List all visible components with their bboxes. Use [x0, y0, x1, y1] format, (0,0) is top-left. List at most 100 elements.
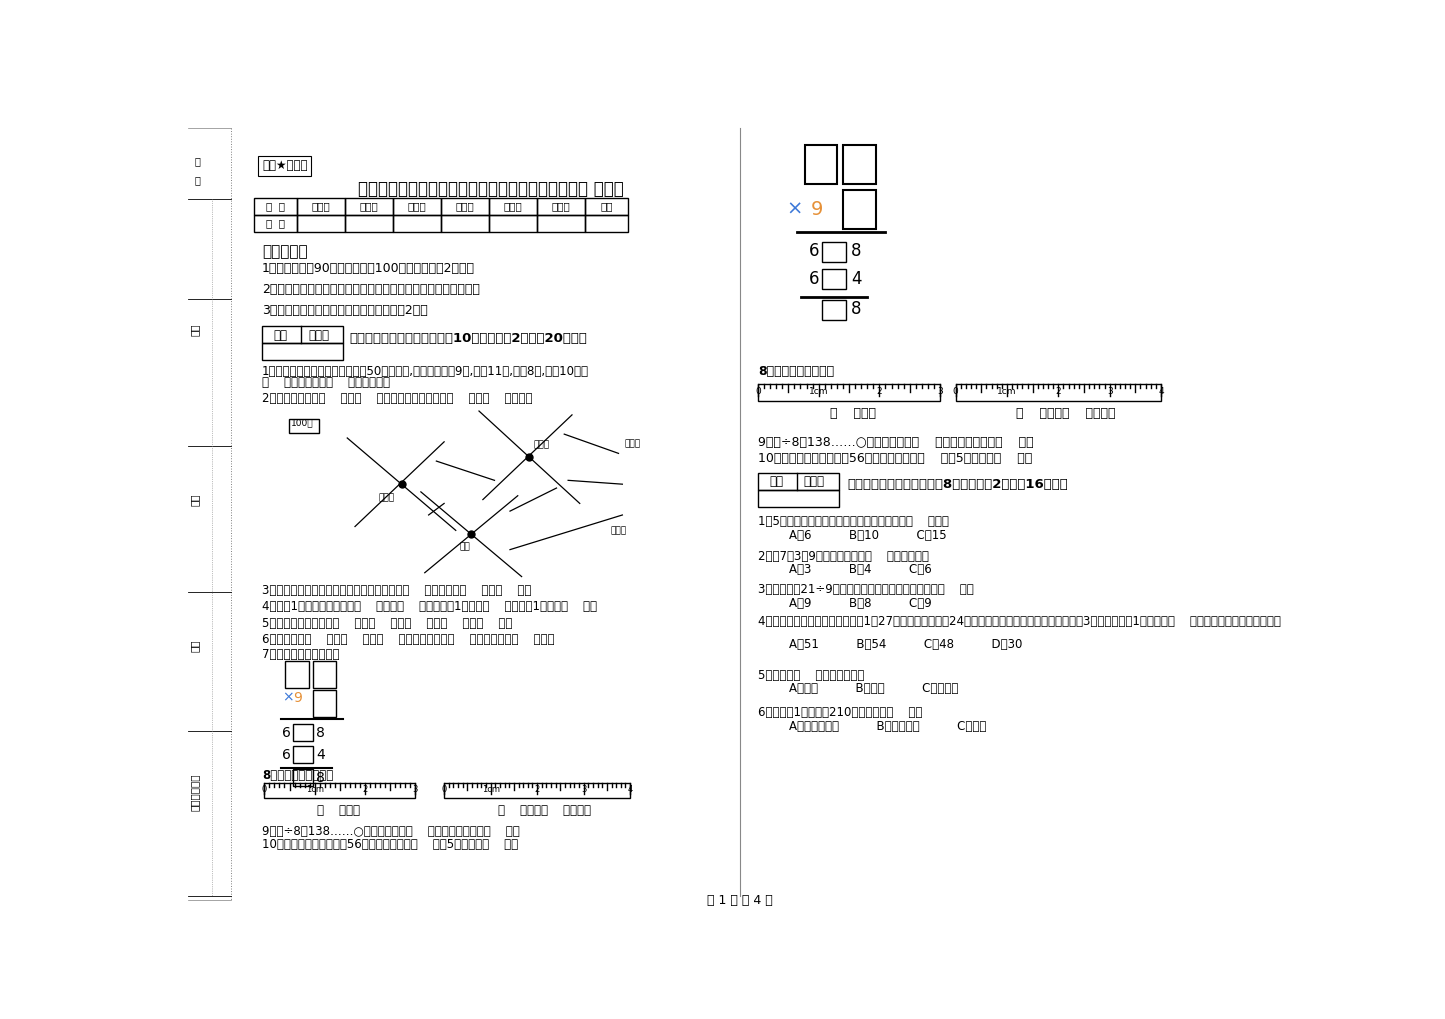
Text: 6: 6 — [282, 726, 290, 740]
Text: 3、在进位加法中，不管哪一位上的数相加满（    ），都要向（    ）进（    ）。: 3、在进位加法中，不管哪一位上的数相加满（ ），都要向（ ）进（ ）。 — [262, 584, 532, 597]
Text: 2、小红家在学校（    ）方（    ）米处；小明家在学校（    ）方（    ）米处。: 2、小红家在学校（ ）方（ ）米处；小明家在学校（ ）方（ ）米处。 — [262, 391, 533, 405]
Bar — [296, 198, 345, 215]
Text: 8、量出钉子的长度。: 8、量出钉子的长度。 — [759, 365, 834, 378]
Bar — [759, 473, 840, 489]
Bar — [262, 326, 344, 343]
Text: （    ）毫米: （ ）毫米 — [829, 408, 876, 420]
Bar — [444, 783, 630, 798]
Text: 二、反复比较，慎重选择（8小题，每题2分，入16分）。: 二、反复比较，慎重选择（8小题，每题2分，入16分）。 — [847, 478, 1068, 491]
Text: 100米: 100米 — [290, 419, 314, 428]
Bar — [844, 190, 876, 228]
Text: 3: 3 — [938, 387, 944, 396]
Text: 评卷人: 评卷人 — [803, 475, 824, 488]
Text: 6: 6 — [282, 748, 290, 761]
Bar — [262, 343, 344, 360]
Text: 学校: 学校 — [189, 640, 199, 652]
Bar — [759, 489, 840, 506]
Text: 题: 题 — [195, 156, 201, 166]
Text: 5、四边形（    ）平行四边形。: 5、四边形（ ）平行四边形。 — [759, 669, 864, 682]
Bar — [264, 783, 416, 798]
Text: A、6          B、10          C、15: A、6 B、10 C、15 — [789, 529, 946, 542]
Bar — [289, 419, 318, 433]
Text: 0: 0 — [262, 786, 267, 795]
Bar — [538, 215, 585, 231]
Text: 8: 8 — [851, 301, 861, 318]
Bar — [254, 215, 296, 231]
Text: 小红家: 小红家 — [379, 493, 394, 502]
Text: 1、5名同学打乒乓球，每两人打一场，共要打（    ）场。: 1、5名同学打乒乓球，每两人打一场，共要打（ ）场。 — [759, 515, 949, 528]
Text: 号: 号 — [195, 175, 201, 185]
Text: ×: × — [786, 200, 803, 219]
Text: 评卷人: 评卷人 — [308, 329, 329, 341]
Text: 小明家: 小明家 — [533, 440, 549, 449]
Bar — [296, 215, 345, 231]
Text: 填空题: 填空题 — [312, 201, 331, 211]
Text: 3: 3 — [581, 786, 587, 795]
Bar — [314, 661, 337, 688]
Text: 2、用7、3、9三个数字可组成（    ）个三位数。: 2、用7、3、9三个数字可组成（ ）个三位数。 — [759, 549, 929, 562]
Text: 综合题: 综合题 — [504, 201, 523, 211]
Text: 4: 4 — [851, 270, 861, 287]
Text: 4: 4 — [627, 786, 633, 795]
Text: 8: 8 — [851, 242, 861, 260]
Bar — [441, 215, 488, 231]
Bar — [805, 146, 837, 183]
Text: A、9          B、8          C、9: A、9 B、8 C、9 — [789, 596, 932, 609]
Text: A、乘公共汽车          B、骑自行车          C、步行: A、乘公共汽车 B、骑自行车 C、步行 — [789, 719, 987, 733]
Text: 9: 9 — [293, 691, 302, 704]
Text: 7、在里填上适当的数。: 7、在里填上适当的数。 — [262, 648, 340, 661]
Text: （    ）毫米: （ ）毫米 — [316, 804, 360, 817]
Text: 得分: 得分 — [273, 329, 288, 341]
Text: 8: 8 — [316, 726, 325, 740]
Bar — [314, 690, 337, 716]
Bar — [585, 198, 627, 215]
Text: 题  号: 题 号 — [266, 201, 285, 211]
Text: 计算题: 计算题 — [455, 201, 474, 211]
Text: 4、分酈1小格，秒针正好走（    ），是（    ）秒。分酈1大格是（    ），时酈1大格是（    ）。: 4、分酈1小格，秒针正好走（ ），是（ ）秒。分酈1大格是（ ），时酈1大格是（… — [262, 599, 597, 612]
Bar — [538, 198, 585, 215]
Text: 4: 4 — [316, 748, 325, 761]
Text: 9、口÷8＝138……○，余数最大填（    ），这时被除数是（    ）。: 9、口÷8＝138……○，余数最大填（ ），这时被除数是（ ）。 — [262, 824, 520, 838]
Text: A、3          B、4          C、6: A、3 B、4 C、6 — [789, 564, 932, 577]
Text: （    ）厘米（    ）毫米。: （ ）厘米（ ）毫米。 — [1016, 408, 1116, 420]
Bar — [345, 198, 393, 215]
Bar — [822, 301, 847, 320]
Text: 3: 3 — [1107, 387, 1113, 396]
Bar — [955, 384, 1160, 401]
Text: 乡镇（街道）: 乡镇（街道） — [189, 773, 199, 811]
Text: 班级: 班级 — [189, 493, 199, 505]
Text: 5、常用的长度单位有（    ）、（    ）、（    ）、（    ）、（    ）。: 5、常用的长度单位有（ ）、（ ）、（ ）、（ ）、（ ）。 — [262, 618, 513, 631]
Text: 6: 6 — [808, 270, 819, 287]
Text: 江西省重点小学三年级数学下学期全真模拟考试试题 附解析: 江西省重点小学三年级数学下学期全真模拟考试试题 附解析 — [358, 180, 623, 198]
Text: 得  分: 得 分 — [266, 218, 285, 228]
Bar — [393, 215, 441, 231]
Text: 2、请首先按要求在试卷的指定位置填写您的姓名、班级、学号。: 2、请首先按要求在试卷的指定位置填写您的姓名、班级、学号。 — [262, 283, 480, 297]
Text: 0: 0 — [442, 786, 447, 795]
Text: 4: 4 — [1159, 387, 1163, 396]
Text: 9、口÷8＝138……○，余数最大填（    ），这时被除数是（    ）。: 9、口÷8＝138……○，余数最大填（ ），这时被除数是（ ）。 — [759, 436, 1033, 449]
Text: 3、要使「口21÷9」的商是三位数，「口」里只能填（    ）。: 3、要使「口21÷9」的商是三位数，「口」里只能填（ ）。 — [759, 583, 974, 596]
Bar — [488, 198, 538, 215]
Text: 1、体育老师对第一小组同学进行50米跑测试,成绩如下小刱9秒,小丽11秒,小明8秒,小冓10秒。: 1、体育老师对第一小组同学进行50米跑测试,成绩如下小刱9秒,小丽11秒,小明8… — [262, 365, 590, 378]
Text: 小明家: 小明家 — [624, 439, 640, 448]
Text: 1cm: 1cm — [306, 786, 324, 795]
Text: 得分: 得分 — [770, 475, 783, 488]
Text: 1cm: 1cm — [481, 786, 500, 795]
Bar — [822, 269, 847, 289]
Text: 3: 3 — [413, 786, 418, 795]
Text: 考试须知：: 考试须知： — [262, 244, 308, 259]
Text: 应用题: 应用题 — [552, 201, 571, 211]
Text: 判断题: 判断题 — [407, 201, 426, 211]
Text: 6、爸爸㌄1小时行了210千米，他是（    ）。: 6、爸爸㌄1小时行了210千米，他是（ ）。 — [759, 706, 922, 719]
Text: （    ）厘米（    ）毫米。: （ ）厘米（ ）毫米。 — [499, 804, 591, 817]
Text: 2: 2 — [535, 786, 540, 795]
Bar — [293, 725, 314, 742]
Bar — [345, 215, 393, 231]
Text: 小国家: 小国家 — [611, 527, 627, 536]
Bar — [293, 746, 314, 763]
Text: 1、考试时间：90分钟，满分为100分（含卷面分2分）。: 1、考试时间：90分钟，满分为100分（含卷面分2分）。 — [262, 263, 475, 275]
Text: 2: 2 — [363, 786, 367, 795]
Text: 总分: 总分 — [600, 201, 613, 211]
Text: 0: 0 — [756, 387, 762, 396]
Text: 8: 8 — [316, 770, 325, 785]
